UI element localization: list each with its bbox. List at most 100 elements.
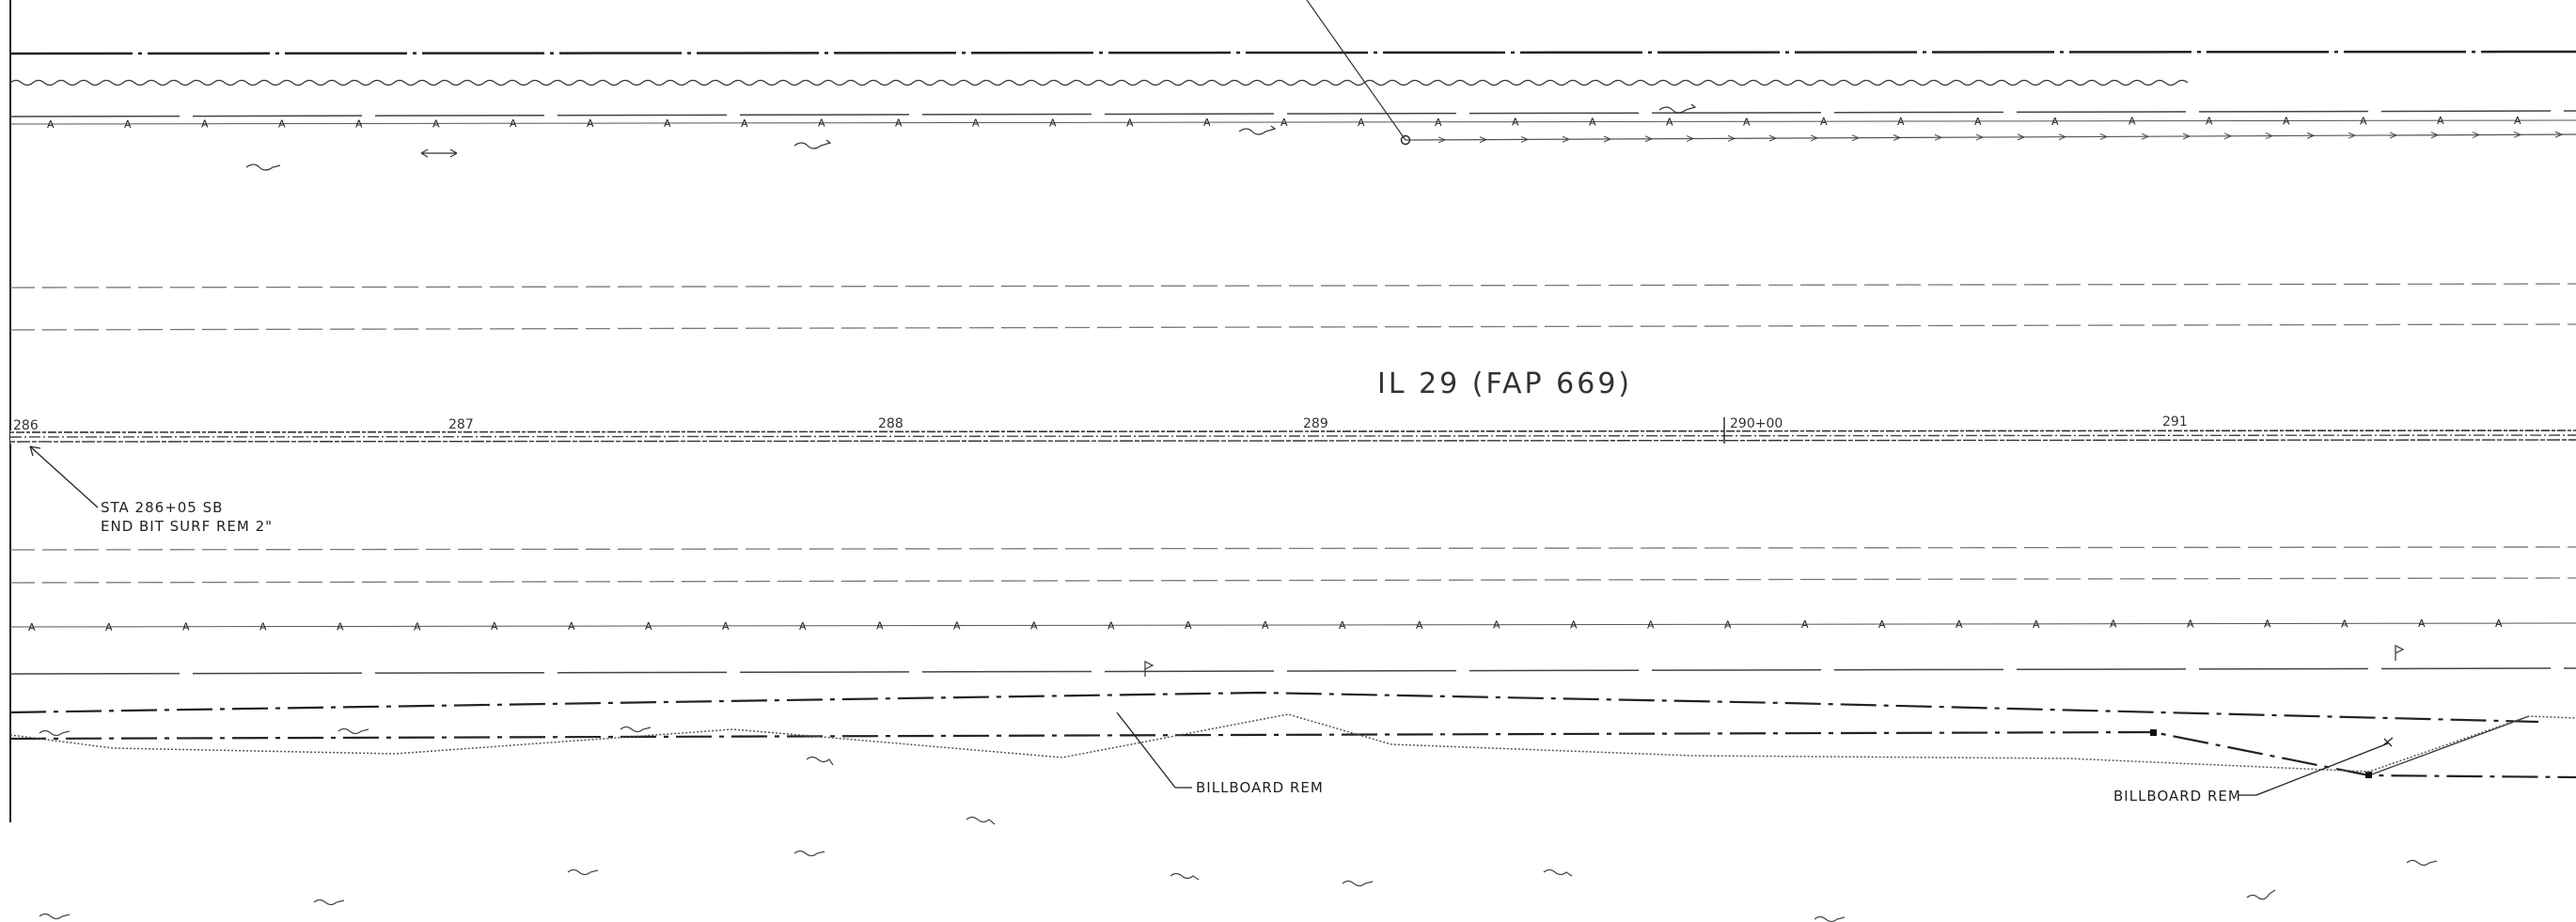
fence-marker-label: A <box>741 117 749 130</box>
fence-marker-label: A <box>895 117 903 130</box>
sign-post-icon <box>2395 646 2403 661</box>
fence-marker-label: A <box>2341 617 2349 630</box>
fence-marker-label: A <box>1049 117 1058 129</box>
fence-marker-label: A <box>259 621 268 633</box>
fence-marker-label: A <box>2495 617 2504 630</box>
fence-marker-label: A <box>1512 117 1520 129</box>
row-line-top <box>10 52 2576 54</box>
fence-marker-label: A <box>587 117 595 130</box>
fence-marker-label: A <box>1030 619 1039 632</box>
fence-marker-label: A <box>414 620 422 633</box>
row-corner-marker <box>2365 772 2372 778</box>
fence-marker-label: A <box>1435 117 1443 129</box>
edge-line-lower <box>10 668 2576 674</box>
fence-marker-label: A <box>1262 619 1270 632</box>
fence-marker-label: A <box>2283 115 2291 127</box>
pavement-edge-3 <box>10 547 2576 550</box>
fence-marker-label: A <box>1107 619 1116 632</box>
fence-marker-label: A <box>1820 116 1829 128</box>
fence-marker-label: A <box>1570 619 1579 632</box>
fence-marker-label: A <box>664 117 672 130</box>
utility-line-upper <box>1406 134 2576 140</box>
fence-marker-label: A <box>972 117 981 129</box>
fence-marker-label: A <box>2110 618 2118 631</box>
fence-marker-label: A <box>1897 116 1906 128</box>
tree-line-top <box>10 81 2188 86</box>
fence-marker-label: A <box>2360 115 2368 127</box>
fence-marker-label: A <box>953 620 962 633</box>
row-line-lower-2 <box>10 732 2576 777</box>
pavement-edge-4 <box>10 578 2576 583</box>
fence-marker-label: A <box>1126 117 1135 129</box>
sta-callout-line2: END BIT SURF REM 2" <box>101 518 273 535</box>
pavement-edge-2 <box>10 324 2576 330</box>
fence-marker-label: A <box>876 620 885 633</box>
fence-marker-label: A <box>1974 116 1983 128</box>
fence-marker-label: A <box>1589 117 1597 129</box>
flow-arrow-icon <box>246 164 280 170</box>
fence-marker-label: A <box>1280 117 1289 129</box>
station-287: 287 <box>448 417 474 432</box>
fence-marker-label: A <box>1185 619 1193 632</box>
fence-marker-label: A <box>2418 617 2427 630</box>
fence-marker-label: A <box>355 117 364 130</box>
fence-marker-label: A <box>201 118 210 131</box>
station-290: 290+00 <box>1730 416 1783 431</box>
fence-marker-label: A <box>1358 117 1366 129</box>
fence-marker-label: A <box>2187 618 2195 631</box>
fence-marker-label: A <box>1724 618 1733 631</box>
fence-marker-label: A <box>722 620 730 633</box>
fence-marker-label: A <box>645 620 653 633</box>
billboard-1-leader <box>1117 712 1175 788</box>
fence-marker-label: A <box>2128 116 2137 128</box>
fence-marker-label: A <box>2051 116 2060 128</box>
billboard-2-leader <box>2256 743 2388 795</box>
fence-marker-label: A <box>1956 618 1964 631</box>
fence-marker-label: A <box>2206 116 2214 128</box>
fence-marker-label: A <box>491 620 499 633</box>
station-288: 288 <box>878 416 903 431</box>
fence-marker-label: A <box>432 117 441 130</box>
billboard-2-label: BILLBOARD REM <box>2113 788 2241 805</box>
fence-marker-label: A <box>1339 619 1347 632</box>
fence-marker-label: A <box>105 621 114 633</box>
row-corner-marker <box>2150 729 2157 736</box>
fence-line-upper <box>10 120 2576 124</box>
fence-marker-label: A <box>1203 117 1212 129</box>
row-line-lower <box>10 693 2538 722</box>
flow-arrow-icon <box>794 140 830 148</box>
sta-leader-arrow <box>30 446 98 508</box>
station-291: 291 <box>2162 414 2188 430</box>
fence-marker-label: A <box>1743 116 1751 128</box>
fence-marker-label: A <box>1493 619 1501 632</box>
sign-post-icon <box>1145 662 1153 677</box>
fence-marker-label: A <box>182 621 191 633</box>
road-title: IL 29 (FAP 669) <box>1377 367 1632 400</box>
fence-marker-label: A <box>1878 618 1887 631</box>
edge-line-upper <box>10 111 2576 117</box>
fence-marker-label: A <box>1801 618 1810 631</box>
tree-line-lower <box>10 714 2576 772</box>
fence-marker-label: A <box>337 620 345 633</box>
billboard-1-label: BILLBOARD REM <box>1196 779 1324 796</box>
sta-callout-line1: STA 286+05 SB <box>101 499 223 516</box>
fence-marker-label: A <box>1416 619 1424 632</box>
fence-marker-label: A <box>2514 115 2522 127</box>
fence-marker-label: A <box>568 620 576 633</box>
station-286: 286 <box>13 418 39 433</box>
station-289: 289 <box>1303 416 1328 431</box>
drainage-arrows <box>39 727 2437 922</box>
overhead-wire <box>1307 0 1406 140</box>
pavement-edge-1 <box>10 284 2576 288</box>
fence-marker-label: A <box>2033 618 2041 631</box>
fence-marker-label: A <box>278 118 287 131</box>
flow-arrow-icon <box>1659 104 1695 113</box>
fence-marker-label: A <box>818 117 826 130</box>
fence-marker-label: A <box>47 118 55 131</box>
fence-marker-label: A <box>28 621 37 633</box>
dimension-arrow-icon <box>421 149 457 157</box>
fence-marker-label: A <box>1666 116 1674 128</box>
fence-marker-label: A <box>799 620 808 633</box>
